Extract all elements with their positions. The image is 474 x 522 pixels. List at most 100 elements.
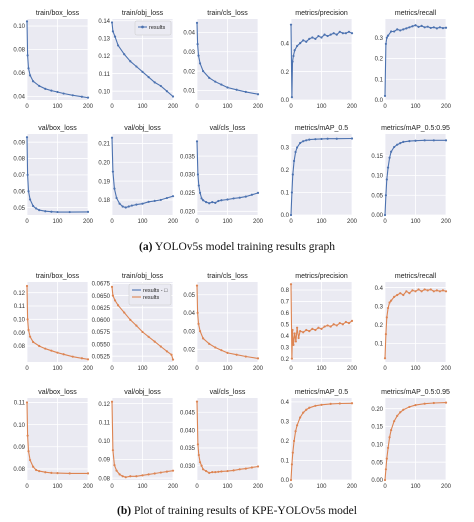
data-point — [405, 27, 408, 30]
data-point — [129, 318, 132, 321]
data-point — [299, 330, 302, 333]
subplot-title: metrics/mAP_0.5:0.95 — [381, 125, 450, 132]
data-point — [444, 401, 448, 404]
data-point — [384, 332, 388, 336]
data-point — [31, 465, 35, 468]
subplot-title: metrics/recall — [395, 273, 437, 280]
y-tick-label: 0.2 — [281, 439, 290, 445]
data-point — [384, 468, 388, 471]
data-point — [31, 80, 35, 83]
data-point — [220, 470, 223, 473]
x-tick-label: 0 — [383, 366, 387, 372]
data-point — [110, 136, 114, 139]
data-point — [438, 290, 441, 293]
data-point — [198, 329, 202, 333]
data-point — [238, 468, 241, 471]
subplot-title: train/obj_loss — [122, 10, 164, 17]
data-point — [385, 316, 388, 319]
data-point — [56, 210, 59, 214]
data-point — [147, 335, 150, 338]
data-point — [50, 471, 53, 475]
data-point — [217, 199, 220, 203]
data-point — [44, 87, 47, 90]
subplot-title: val/cls_loss — [210, 125, 246, 132]
x-tick-label: 100 — [316, 366, 327, 372]
data-point — [71, 355, 74, 358]
data-point — [205, 201, 208, 204]
data-point — [171, 95, 175, 98]
x-tick-label: 0 — [383, 104, 387, 110]
data-point — [408, 26, 411, 29]
y-tick-label: 0.3 — [281, 345, 290, 351]
data-point — [393, 30, 396, 33]
data-point — [292, 54, 295, 58]
data-point — [153, 199, 156, 202]
y-tick-label: 0.045 — [180, 410, 196, 416]
data-point — [417, 25, 420, 28]
y-tick-label: 0.11 — [99, 72, 111, 78]
x-tick-label: 0 — [195, 219, 199, 225]
data-point — [28, 335, 32, 338]
data-point — [385, 457, 388, 460]
x-tick-label: 0 — [195, 104, 199, 110]
data-point — [291, 328, 294, 332]
x-tick-label: 0 — [110, 366, 114, 372]
y-tick-label: 0.0600 — [92, 318, 111, 324]
data-point — [326, 34, 329, 38]
x-tick-label: 100 — [410, 104, 421, 110]
subplot-a-5: 0.0 0.1 0.2 0.3 0 100 200 metrics/recall — [375, 10, 452, 110]
y-tick-label: 0.09 — [13, 331, 25, 337]
data-point — [435, 289, 438, 292]
subplot-b-4: 0.2 0.3 0.4 0.5 0.6 0.7 0.8 0 100 200 metrics/prec… — [281, 273, 358, 372]
subplot-title: metrics/mAP_0.5:0.95 — [381, 389, 450, 396]
data-point — [135, 475, 138, 478]
y-tick-label: 0.035 — [180, 446, 196, 452]
data-point — [302, 331, 305, 334]
data-point — [113, 35, 117, 38]
y-tick-label: 0.3 — [281, 420, 290, 426]
subplot-title: metrics/recall — [395, 10, 437, 17]
data-point — [293, 332, 296, 335]
data-point — [165, 196, 168, 200]
data-point — [314, 37, 317, 40]
y-tick-label: 0.3 — [375, 304, 384, 310]
y-tick-label: 0.040 — [180, 428, 196, 434]
x-tick-label: 100 — [222, 104, 233, 110]
x-tick-label: 0 — [289, 484, 293, 490]
x-tick-label: 0 — [289, 219, 293, 225]
subplot-a-4: 0.0 0.2 0.4 0 100 200 metrics/precision — [281, 10, 358, 110]
data-point — [289, 213, 293, 217]
data-point — [350, 402, 354, 405]
data-point — [290, 96, 294, 99]
y-tick-label: 0.05 — [371, 193, 383, 199]
data-point — [408, 140, 411, 143]
y-tick-label: 0.5 — [281, 322, 290, 328]
data-point — [129, 60, 132, 63]
y-tick-label: 0.20 — [371, 407, 383, 413]
y-tick-label: 0.0 — [281, 213, 290, 219]
data-point — [383, 357, 387, 360]
y-tick-label: 0.09 — [98, 458, 110, 464]
legend-label: results — [149, 25, 165, 31]
data-point — [323, 325, 326, 328]
y-tick-label: 0.00 — [371, 478, 383, 484]
x-tick-label: 200 — [253, 366, 264, 372]
data-point — [244, 90, 247, 93]
data-point — [196, 173, 200, 176]
data-point — [238, 196, 241, 199]
subplot-b-1: 0.08 0.09 0.10 0.11 0.12 0 100 200 train/box_los… — [13, 273, 93, 372]
data-point — [35, 468, 38, 472]
subplot-title: train/box_loss — [36, 273, 80, 280]
data-point — [232, 469, 235, 472]
data-point — [31, 340, 35, 344]
data-point — [196, 42, 199, 46]
x-tick-label: 200 — [347, 104, 358, 110]
data-point — [214, 346, 217, 349]
data-point — [426, 289, 429, 292]
y-tick-label: 0.0 — [281, 478, 290, 484]
data-point — [344, 320, 347, 324]
legend: results — [134, 20, 172, 36]
data-point — [338, 322, 341, 325]
x-tick-label: 100 — [316, 219, 327, 225]
data-point — [291, 60, 294, 63]
